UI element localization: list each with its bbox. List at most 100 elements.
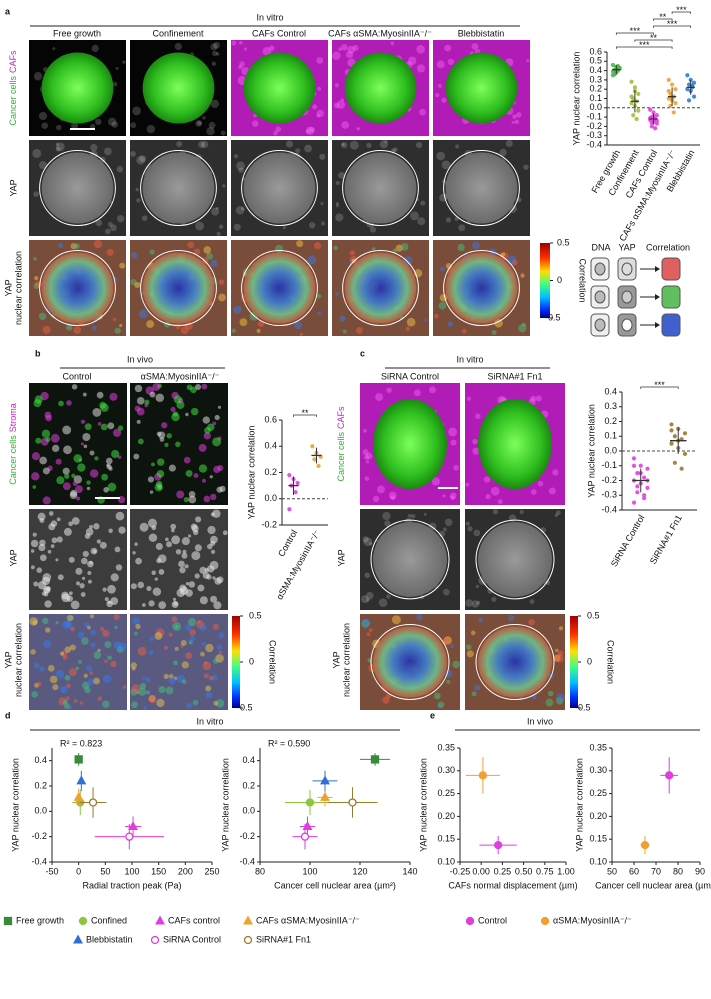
texture bbox=[197, 120, 202, 126]
texture bbox=[213, 700, 218, 706]
texture bbox=[134, 542, 138, 546]
texture bbox=[413, 389, 421, 397]
texture bbox=[491, 596, 497, 602]
texture bbox=[95, 219, 103, 227]
texture bbox=[202, 416, 210, 424]
schematic-nucleus bbox=[594, 262, 606, 276]
x-tick-label: 1.00 bbox=[557, 866, 575, 876]
texture bbox=[58, 242, 64, 248]
significance-label: *** bbox=[654, 380, 665, 390]
texture bbox=[218, 279, 225, 285]
y-tick-label: 0.4 bbox=[34, 755, 47, 765]
texture bbox=[340, 98, 345, 102]
texture bbox=[135, 557, 142, 565]
data-point bbox=[638, 463, 643, 468]
texture bbox=[154, 632, 163, 640]
texture bbox=[210, 99, 220, 109]
texture bbox=[452, 660, 460, 669]
texture bbox=[75, 666, 80, 671]
y-tick-label: 0.2 bbox=[604, 416, 617, 426]
y-tick-label: 0.20 bbox=[437, 811, 455, 821]
texture bbox=[30, 565, 35, 570]
texture bbox=[175, 323, 182, 329]
texture bbox=[216, 231, 221, 236]
texture bbox=[29, 617, 38, 626]
texture bbox=[137, 581, 145, 589]
texture bbox=[206, 127, 215, 136]
texture bbox=[31, 691, 38, 698]
colorbar-tick-label: 0.5 bbox=[587, 610, 600, 620]
texture bbox=[262, 46, 272, 56]
data-point bbox=[682, 431, 688, 436]
texture bbox=[138, 687, 147, 696]
texture bbox=[366, 142, 372, 148]
texture bbox=[212, 437, 222, 447]
texture bbox=[172, 597, 177, 601]
texture bbox=[200, 651, 205, 657]
y-tick-label: 0.10 bbox=[437, 856, 455, 866]
texture bbox=[65, 696, 70, 701]
significance-label: *** bbox=[630, 26, 641, 36]
y-tick-label: 0.0 bbox=[589, 102, 602, 112]
texture bbox=[472, 438, 478, 445]
texture bbox=[90, 642, 96, 648]
texture bbox=[519, 509, 524, 515]
panel-letter: b bbox=[35, 348, 41, 358]
texture bbox=[211, 61, 217, 66]
texture bbox=[256, 328, 261, 333]
texture bbox=[93, 523, 100, 530]
texture bbox=[471, 42, 479, 50]
micrograph bbox=[231, 40, 328, 136]
row-label: YAP bbox=[3, 651, 13, 668]
texture bbox=[453, 464, 459, 471]
texture bbox=[66, 683, 71, 689]
texture bbox=[171, 528, 175, 533]
texture bbox=[202, 661, 212, 671]
texture bbox=[238, 167, 244, 173]
cell-cluster bbox=[478, 398, 552, 490]
texture bbox=[138, 309, 148, 319]
texture bbox=[51, 537, 58, 544]
colorbar-label: Correlation bbox=[268, 640, 278, 684]
texture bbox=[158, 569, 165, 575]
texture bbox=[91, 44, 99, 53]
texture bbox=[179, 586, 189, 595]
marker bbox=[640, 840, 650, 850]
texture bbox=[217, 405, 222, 409]
texture bbox=[473, 529, 481, 537]
data-point bbox=[673, 101, 678, 106]
cell-cluster bbox=[373, 522, 447, 597]
legend-marker bbox=[78, 916, 88, 926]
texture bbox=[156, 470, 165, 478]
texture bbox=[145, 677, 151, 683]
texture bbox=[438, 301, 447, 310]
texture bbox=[38, 111, 48, 121]
texture bbox=[55, 142, 60, 146]
panel-header: In vitro bbox=[196, 716, 223, 726]
texture bbox=[180, 644, 184, 648]
texture bbox=[485, 494, 491, 500]
texture bbox=[130, 688, 138, 696]
schematic-nucleus bbox=[594, 290, 606, 304]
y-tick-label: 0.15 bbox=[437, 834, 455, 844]
significance-label: ** bbox=[659, 12, 667, 22]
marker bbox=[320, 791, 330, 801]
texture bbox=[420, 200, 426, 206]
schematic-nucleus bbox=[621, 290, 633, 304]
texture bbox=[457, 243, 465, 252]
row-label: YAP bbox=[8, 179, 18, 196]
texture bbox=[82, 432, 91, 442]
texture bbox=[139, 155, 147, 163]
texture bbox=[450, 439, 457, 446]
texture bbox=[66, 324, 73, 331]
texture bbox=[558, 626, 564, 631]
texture bbox=[428, 522, 437, 530]
texture bbox=[82, 392, 87, 397]
texture bbox=[110, 660, 117, 668]
texture bbox=[210, 549, 216, 554]
texture bbox=[93, 677, 100, 685]
texture bbox=[47, 664, 55, 672]
texture bbox=[62, 699, 68, 705]
texture bbox=[100, 423, 108, 431]
y-tick-label: 0.4 bbox=[589, 65, 602, 75]
